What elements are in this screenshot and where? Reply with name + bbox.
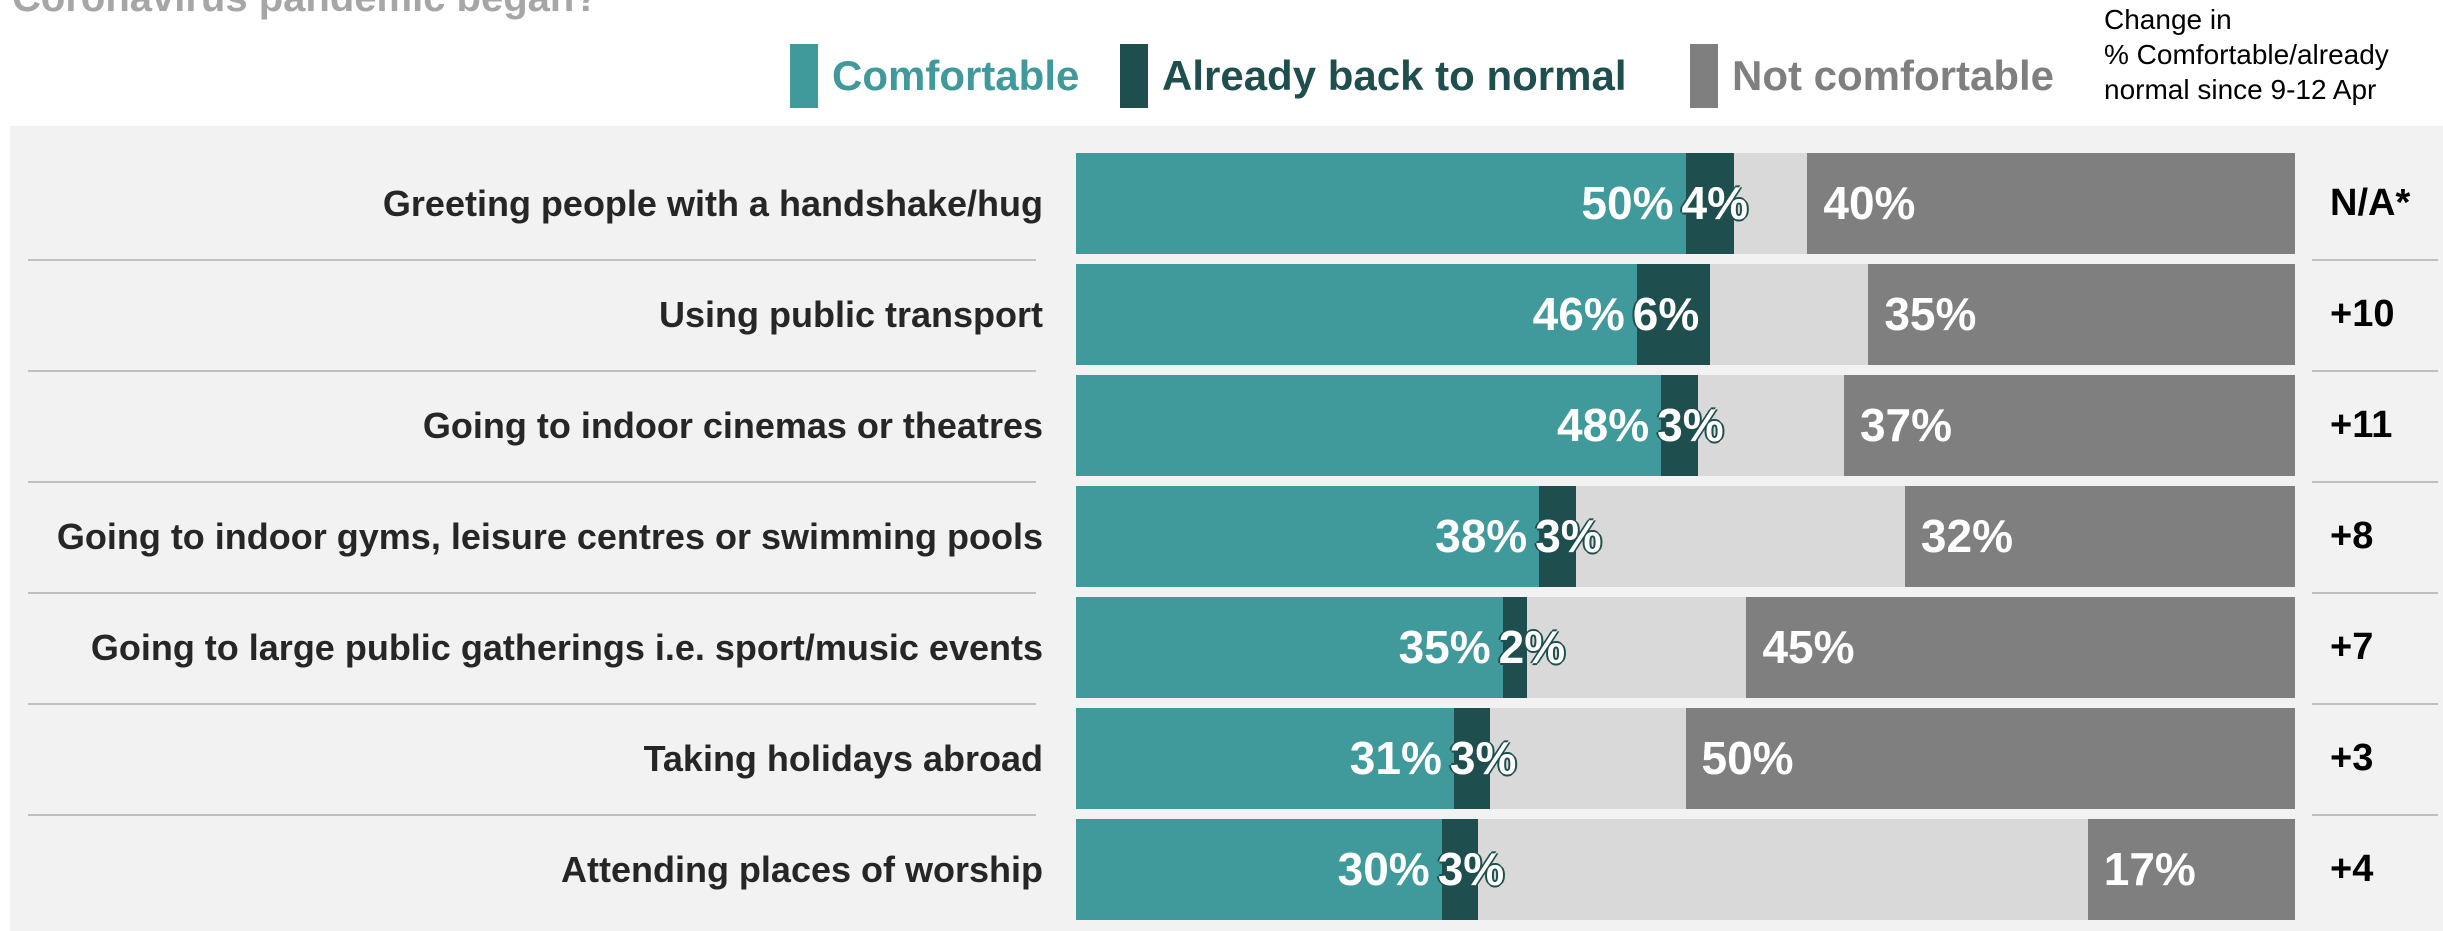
- category-label: Attending places of worship: [560, 848, 1043, 890]
- category-label: Going to indoor cinemas or theatres: [422, 404, 1043, 446]
- legend-swatch-comfortable: [790, 44, 818, 108]
- row-divider: [28, 814, 1036, 816]
- legend-label-already-normal: Already back to normal: [1162, 52, 1627, 99]
- row-divider: [28, 370, 1036, 372]
- bar-already-normal: [1539, 486, 1576, 587]
- change-divider: [2312, 592, 2438, 594]
- legend-item-comfortable: Comfortable: [790, 44, 1079, 108]
- category-label: Taking holidays abroad: [643, 737, 1043, 779]
- data-label-not-comfortable: 17%: [2103, 843, 2196, 895]
- chart-row: Greeting people with a handshake/hug 50% 4…: [0, 153, 2443, 264]
- bar-track: 31% 3% 50%: [1076, 708, 2295, 809]
- data-label-comfortable: 35%: [1398, 621, 1491, 673]
- change-column-header: Change in % Comfortable/already normal s…: [2104, 2, 2434, 107]
- data-label-already-normal: 3%: [1535, 510, 1602, 562]
- bar-already-normal: [1636, 264, 1710, 365]
- bar-track: 38% 3% 32%: [1076, 486, 2295, 587]
- row-divider: [28, 703, 1036, 705]
- bar-track: 35% 2% 45%: [1076, 597, 2295, 698]
- legend-swatch-already-normal: [1120, 44, 1148, 108]
- bar-already-normal: [1661, 375, 1698, 476]
- change-value: +10: [2330, 293, 2395, 335]
- change-divider: [2312, 703, 2438, 705]
- bar-comfortable: [1076, 264, 1637, 365]
- chart-row: Going to indoor gyms, leisure centres or…: [0, 486, 2443, 597]
- bar-not-comfortable: [1868, 264, 2295, 365]
- legend-label-not-comfortable: Not comfortable: [1732, 52, 2055, 99]
- bar-already-normal: [1685, 153, 1735, 254]
- bar-not-comfortable: [2087, 819, 2295, 920]
- change-header-line-2: % Comfortable/already: [2104, 39, 2389, 70]
- change-value: +3: [2330, 737, 2374, 779]
- data-label-not-comfortable: 32%: [1920, 510, 2013, 562]
- bar-not-comfortable: [1746, 597, 2295, 698]
- row-divider: [28, 481, 1036, 483]
- bar-already-normal: [1441, 819, 1479, 920]
- data-label-not-comfortable: 35%: [1884, 288, 1977, 340]
- legend-item-already-normal: Already back to normal: [1120, 44, 1626, 108]
- bar-comfortable: [1076, 597, 1503, 698]
- data-label-already-normal: 3%: [1449, 732, 1517, 784]
- change-divider: [2312, 259, 2438, 261]
- data-label-already-normal: 6%: [1632, 288, 1700, 340]
- data-label-comfortable: 38%: [1435, 510, 1528, 562]
- change-value: +4: [2330, 848, 2374, 890]
- data-label-not-comfortable: 40%: [1823, 177, 1916, 229]
- chart-row: Attending places of worship 30% 3% 17% +4: [0, 819, 2443, 930]
- bar-comfortable: [1076, 708, 1454, 809]
- data-label-not-comfortable: 50%: [1701, 732, 1794, 784]
- data-label-already-normal: 2%: [1498, 621, 1566, 673]
- change-divider: [2312, 481, 2438, 483]
- change-value: +8: [2330, 515, 2374, 557]
- change-header-line-1: Change in: [2104, 4, 2232, 35]
- change-header-line-3: normal since 9-12 Apr: [2104, 74, 2377, 105]
- chart-row: Using public transport 46% 6% 35% +10: [0, 264, 2443, 375]
- category-label: Greeting people with a handshake/hug: [382, 182, 1043, 224]
- data-label-already-normal: 3%: [1437, 843, 1505, 895]
- data-label-not-comfortable: 45%: [1762, 621, 1855, 673]
- change-divider: [2312, 370, 2438, 372]
- chart-row: Taking holidays abroad 31% 3% 50% +3: [0, 708, 2443, 819]
- bar-not-comfortable: [1685, 708, 2295, 809]
- chart-row: Going to indoor cinemas or theatres 48% 3%…: [0, 375, 2443, 486]
- bar-track: 50% 4% 40%: [1076, 153, 2295, 254]
- bar-not-comfortable: [1807, 153, 2295, 254]
- bar-not-comfortable: [1904, 486, 2295, 587]
- bar-track: 30% 3% 17%: [1076, 819, 2295, 920]
- row-divider: [28, 259, 1036, 261]
- bar-track: 46% 6% 35%: [1076, 264, 2295, 365]
- bar-comfortable: [1076, 153, 1686, 254]
- chart-row: Going to large public gatherings i.e. sp…: [0, 597, 2443, 708]
- bar-comfortable: [1076, 375, 1662, 476]
- row-divider: [28, 592, 1036, 594]
- legend-item-not-comfortable: Not comfortable: [1690, 44, 2054, 108]
- category-label: Going to large public gatherings i.e. sp…: [90, 626, 1043, 668]
- data-label-not-comfortable: 37%: [1859, 399, 1953, 451]
- bar-not-comfortable: [1843, 375, 2295, 476]
- change-value: N/A*: [2330, 182, 2411, 224]
- data-label-comfortable: 31%: [1349, 732, 1442, 784]
- chart-title-fragment: Coronavirus pandemic began?: [12, 0, 599, 21]
- category-label: Using public transport: [658, 293, 1043, 335]
- bar-already-normal: [1453, 708, 1491, 809]
- bar-already-normal: [1502, 597, 1528, 698]
- change-divider: [2312, 814, 2438, 816]
- change-value: +11: [2330, 404, 2393, 446]
- bar-comfortable: [1076, 819, 1442, 920]
- data-label-comfortable: 30%: [1337, 843, 1430, 895]
- category-label: Going to indoor gyms, leisure centres or…: [56, 515, 1043, 557]
- data-label-already-normal: 4%: [1681, 177, 1748, 229]
- legend-label-comfortable: Comfortable: [832, 52, 1080, 99]
- legend-swatch-not-comfortable: [1690, 44, 1718, 108]
- change-value: +7: [2330, 626, 2374, 668]
- data-label-comfortable: 50%: [1581, 177, 1674, 229]
- data-label-comfortable: 46%: [1532, 288, 1625, 340]
- data-label-already-normal: 3%: [1657, 399, 1724, 451]
- bar-track: 48% 3% 37%: [1076, 375, 2295, 476]
- data-label-comfortable: 48%: [1557, 399, 1650, 451]
- bar-comfortable: [1076, 486, 1540, 587]
